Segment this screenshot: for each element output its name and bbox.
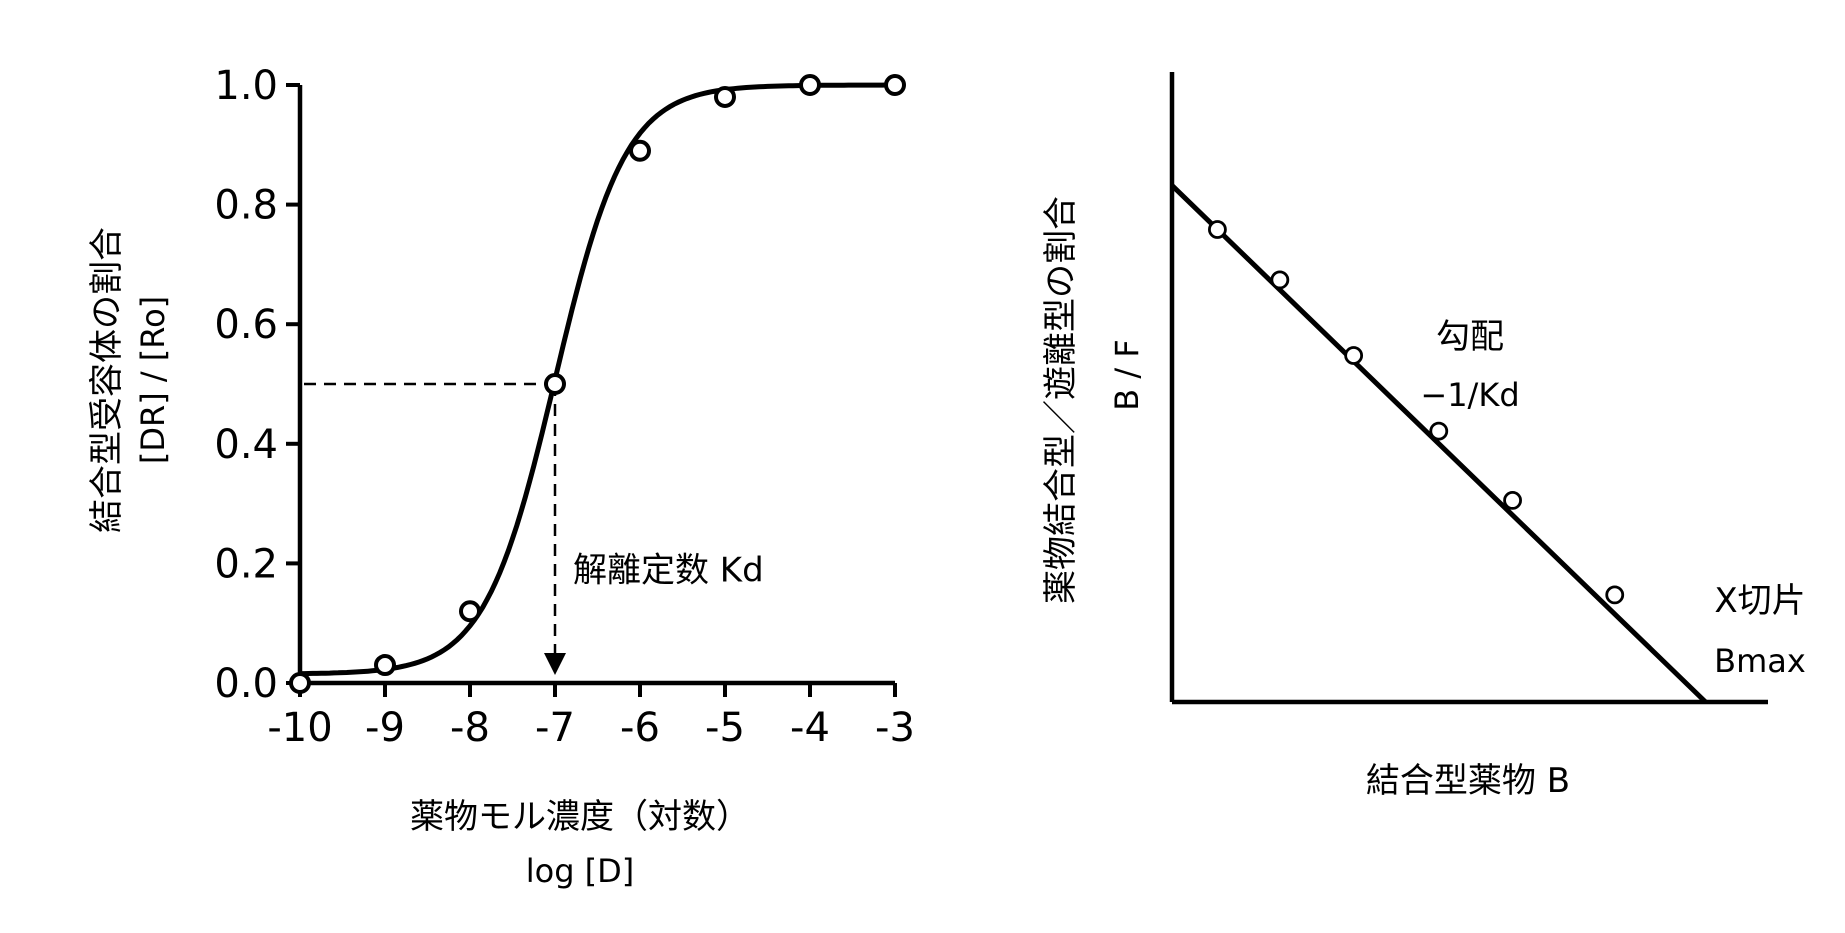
data-point (1344, 346, 1364, 365)
data-point (1503, 490, 1522, 510)
x-tick-label: -3 (875, 705, 915, 751)
x-tick-label: -8 (450, 705, 490, 751)
binding-curve (300, 82, 895, 677)
slope-value: −1/Kd (1420, 376, 1519, 414)
left-x-axis-title: 薬物モル濃度（対数） (410, 797, 750, 837)
data-point (799, 74, 821, 96)
right-x-axis-title: 結合型薬物 B (1366, 761, 1570, 801)
y-tick-label: 0.6 (214, 302, 278, 348)
y-tick-label: 0.0 (214, 661, 278, 707)
data-point (1270, 270, 1290, 290)
y-tick-label: 0.8 (214, 183, 278, 229)
right-chart: 勾配 −1/Kd X切片 Bmax 結合型薬物 B 薬物結合型／遊離型の割合 B… (1041, 72, 1806, 801)
kd-arrowhead (544, 653, 566, 675)
x-intercept-value: Bmax (1714, 642, 1806, 680)
x-tick-label: -5 (705, 705, 745, 751)
scatchard-fit-line (1170, 183, 1708, 704)
x-tick-label: -7 (535, 705, 575, 751)
data-point (1208, 220, 1227, 239)
left-x-ticks: -10 -9 -8 -7 -6 -5 -4 -3 (267, 683, 915, 751)
x-tick-label: -10 (267, 705, 332, 751)
data-point (884, 74, 906, 96)
left-y-axis-subtitle: [DR] / [Ro] (134, 296, 172, 464)
slope-label: 勾配 (1436, 317, 1504, 357)
y-tick-label: 1.0 (214, 63, 278, 109)
y-tick-label: 0.4 (214, 422, 278, 468)
left-data-points (289, 74, 906, 694)
x-intercept-label: X切片 (1714, 581, 1805, 621)
data-point (714, 85, 736, 108)
data-point (1429, 421, 1449, 441)
left-chart: -10 -9 -8 -7 -6 -5 -4 -3 0.0 0.2 0.4 0.6 0.8 1.0 解離定… (87, 63, 915, 890)
data-point (459, 600, 481, 623)
kd-annotation: 解離定数 Kd (573, 550, 764, 590)
y-tick-label: 0.2 (214, 541, 278, 587)
x-tick-label: -4 (790, 705, 830, 751)
x-tick-label: -9 (365, 705, 405, 751)
data-point (544, 373, 566, 395)
data-point (289, 672, 311, 694)
right-data-points (1208, 220, 1625, 605)
data-point (629, 139, 651, 162)
x-tick-label: -6 (620, 705, 660, 751)
left-y-axis-title: 結合型受容体の割合 (87, 227, 127, 533)
data-point (1605, 585, 1625, 605)
left-y-ticks: 0.0 0.2 0.4 0.6 0.8 1.0 (214, 63, 300, 707)
left-x-axis-subtitle: log [D] (526, 852, 635, 890)
data-point (374, 654, 396, 677)
right-y-axis-title: 薬物結合型／遊離型の割合 (1041, 196, 1081, 604)
right-y-axis-subtitle: B / F (1108, 339, 1146, 410)
